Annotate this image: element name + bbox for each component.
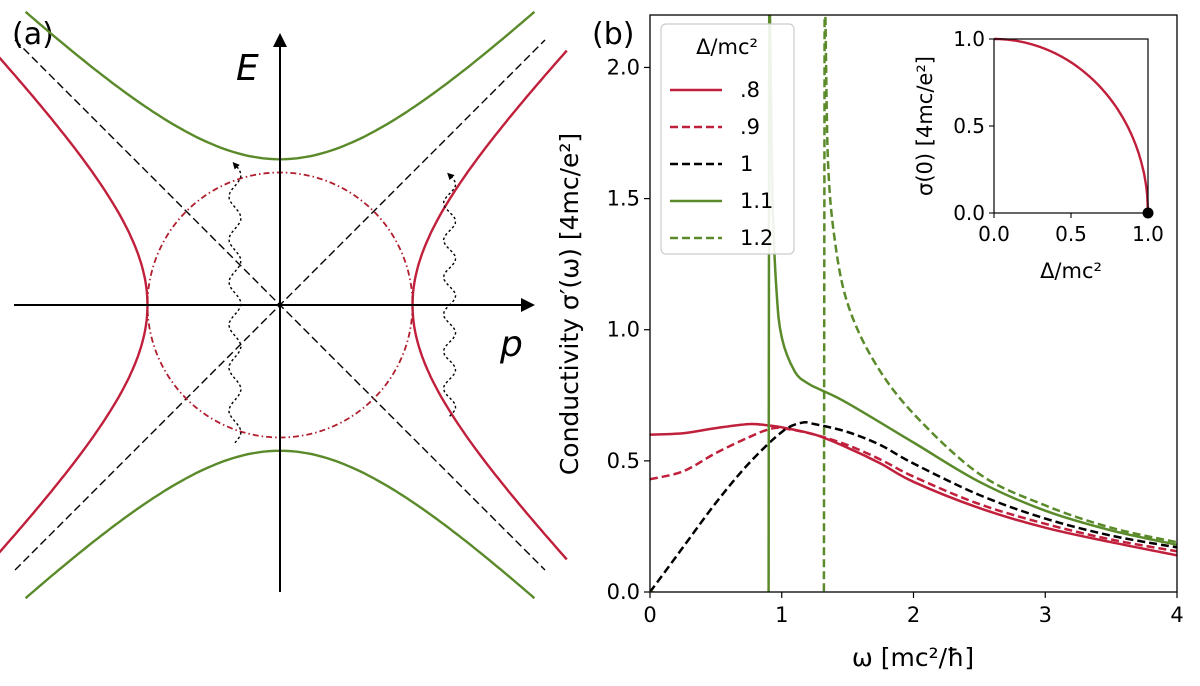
inset-y-axis-label: σ(0) [4mc/e²]	[913, 56, 937, 196]
inset-x-tick-label: 1.0	[1132, 222, 1164, 246]
inset-y-tick-label: 0.5	[953, 114, 985, 138]
legend-entry-label: 1	[740, 152, 753, 176]
legend-entry-label: .8	[740, 78, 760, 102]
panel-a-label: (a)	[12, 17, 54, 52]
inset-x-axis-label: Δ/mc²	[1040, 259, 1102, 283]
inset-background	[994, 39, 1148, 213]
inset-frame	[993, 38, 1149, 214]
x-tick-label: 4	[1170, 603, 1183, 627]
y-tick-label: 0.0	[607, 580, 640, 604]
panel-b: (b) 0 1 2 3 4 0.0 0.5 1.0 1.5 2.0 ω [mc²/ħ] Condu…	[555, 14, 1184, 672]
series-line-1p1	[650, 15, 1177, 592]
inset: 0.0 0.5 1.0 0.0 0.5 1.0 Δ/mc² σ(0) [4mc/e²]	[913, 27, 1164, 283]
y-tick-label: 0.5	[607, 449, 640, 473]
x-tick-label: 2	[907, 603, 920, 627]
series-line-p9	[650, 426, 1177, 553]
legend-entry-label: 1.1	[740, 189, 773, 213]
main-series	[650, 15, 1177, 592]
panel-b-label: (b)	[592, 17, 634, 52]
series-line-1	[650, 420, 1177, 592]
x-tick-label: 1	[775, 603, 788, 627]
inset-y-tick-label: 1.0	[953, 27, 985, 51]
main-x-axis-label: ω [mc²/ħ]	[852, 643, 974, 672]
legend-title: Δ/mc²	[696, 35, 758, 59]
p-axis-label: p	[499, 324, 523, 365]
y-tick-label: 1.0	[607, 318, 640, 342]
main-ticks: 0 1 2 3 4 0.0 0.5 1.0 1.5 2.0	[607, 55, 1184, 627]
inset-x-tick-label: 0.0	[978, 222, 1010, 246]
e-axis-label: E	[236, 48, 259, 89]
x-tick-label: 0	[643, 603, 656, 627]
legend-items: .8 .9 1 1.1 1.2	[670, 78, 773, 250]
main-plot-frame	[649, 14, 1178, 593]
series-line-p8	[650, 422, 1177, 557]
wavy-arrow-right	[442, 172, 457, 417]
panel-a: (a) E p	[0, 10, 568, 600]
inset-y-tick-label: 0.0	[953, 201, 985, 225]
main-y-axis-label: Conductivity σ′(ω) [4mc/e²]	[555, 133, 584, 475]
legend-entry-label: .9	[740, 115, 760, 139]
legend-entry-label: 1.2	[740, 226, 773, 250]
inset-curve	[994, 37, 1150, 214]
legend-box	[660, 23, 795, 255]
inset-x-tick-label: 0.5	[1055, 222, 1087, 246]
y-tick-label: 2.0	[607, 55, 640, 79]
legend: Δ/mc² .8 .9 1 1.1 1.2	[660, 23, 795, 255]
series-line-1p2	[650, 15, 1177, 592]
y-tick-label: 1.5	[607, 187, 640, 211]
wavy-arrow-left	[228, 161, 242, 444]
x-tick-label: 3	[1039, 603, 1052, 627]
inset-ticks: 0.0 0.5 1.0 0.0 0.5 1.0	[953, 27, 1164, 246]
